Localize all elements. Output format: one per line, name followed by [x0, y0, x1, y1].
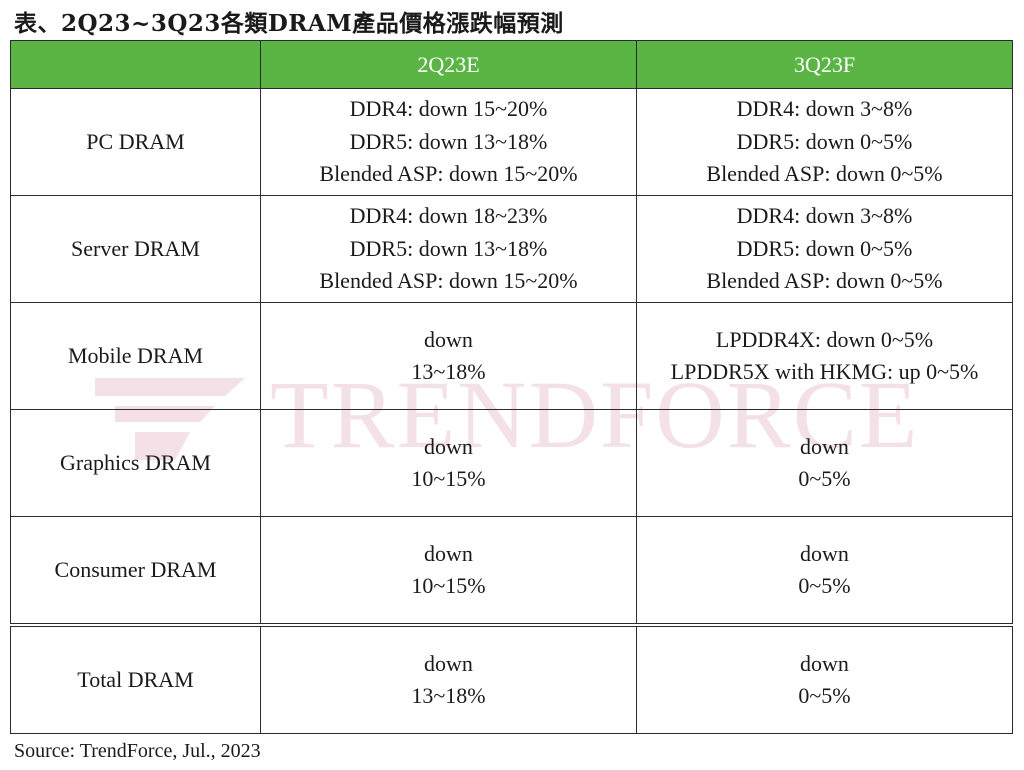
table-row-total-dram: Total DRAM down 13~18% down 0~5% — [10, 623, 1013, 734]
cell-line: Blended ASP: down 0~5% — [706, 268, 943, 294]
row-label: Server DRAM — [10, 195, 261, 303]
cell-line: 0~5% — [798, 683, 851, 708]
cell-line: DDR5: down 0~5% — [736, 235, 913, 261]
table-title: 表、2Q23~3Q23各類DRAM產品價格漲跌幅預測 — [14, 10, 564, 37]
cell-line: Blended ASP: down 15~20% — [319, 161, 578, 187]
cell-line: 13~18% — [411, 683, 486, 708]
cell-line: down — [424, 650, 473, 676]
cell-2q23e: DDR4: down 18~23% DDR5: down 13~18% Blen… — [260, 195, 637, 303]
row-label: Graphics DRAM — [10, 409, 261, 517]
header-2q23e: 2Q23E — [260, 40, 637, 89]
cell-2q23e: down 10~15% — [260, 409, 637, 517]
cell-3q23f: down 0~5% — [636, 516, 1013, 626]
source-note: Source: TrendForce, Jul., 2023 — [14, 740, 261, 762]
cell-line: down — [800, 650, 849, 676]
cell-3q23f: DDR4: down 3~8% DDR5: down 0~5% Blended … — [636, 88, 1013, 196]
cell-2q23e: DDR4: down 15~20% DDR5: down 13~18% Blen… — [260, 88, 637, 196]
cell-line: DDR5: down 13~18% — [349, 235, 548, 261]
cell-line: 13~18% — [411, 359, 486, 384]
table-row-consumer-dram: Consumer DRAM down 10~15% down 0~5% — [10, 516, 1013, 626]
cell-line: DDR4: down 3~8% — [736, 96, 913, 122]
cell-line: DDR4: down 3~8% — [736, 203, 913, 229]
cell-line: Blended ASP: down 15~20% — [319, 268, 578, 294]
row-label: Mobile DRAM — [10, 302, 261, 410]
cell-line: 10~15% — [411, 466, 486, 491]
header-3q23f: 3Q23F — [636, 40, 1013, 89]
cell-line: down — [800, 433, 849, 459]
row-label: Total DRAM — [10, 623, 261, 734]
cell-3q23f: LPDDR4X: down 0~5% LPDDR5X with HKMG: up… — [636, 302, 1013, 410]
cell-line: DDR4: down 15~20% — [349, 96, 548, 122]
cell-line: 0~5% — [798, 466, 851, 491]
cell-3q23f: down 0~5% — [636, 623, 1013, 734]
cell-line: Blended ASP: down 0~5% — [706, 161, 943, 187]
row-label: Consumer DRAM — [10, 516, 261, 626]
table-row-server-dram: Server DRAM DDR4: down 18~23% DDR5: down… — [10, 195, 1013, 303]
cell-2q23e: down 13~18% — [260, 623, 637, 734]
table-row-pc-dram: PC DRAM DDR4: down 15~20% DDR5: down 13~… — [10, 88, 1013, 196]
cell-line: 10~15% — [411, 573, 486, 598]
cell-line: down — [800, 540, 849, 566]
cell-line: down — [424, 433, 473, 459]
row-label: PC DRAM — [10, 88, 261, 196]
cell-2q23e: down 10~15% — [260, 516, 637, 626]
cell-line: DDR5: down 0~5% — [736, 128, 913, 154]
cell-line: 0~5% — [798, 573, 851, 598]
cell-line: down — [424, 326, 473, 352]
cell-line: LPDDR5X with HKMG: up 0~5% — [670, 359, 979, 384]
cell-line: LPDDR4X: down 0~5% — [715, 326, 934, 352]
cell-3q23f: DDR4: down 3~8% DDR5: down 0~5% Blended … — [636, 195, 1013, 303]
cell-line: down — [424, 540, 473, 566]
cell-3q23f: down 0~5% — [636, 409, 1013, 517]
cell-line: DDR4: down 18~23% — [349, 203, 548, 229]
price-forecast-table: 2Q23E 3Q23F PC DRAM DDR4: down 15~20% DD… — [10, 40, 1013, 734]
table-header-row: 2Q23E 3Q23F — [10, 40, 1013, 89]
header-corner-cell — [10, 40, 261, 89]
table-row-graphics-dram: Graphics DRAM down 10~15% down 0~5% — [10, 409, 1013, 517]
cell-line: DDR5: down 13~18% — [349, 128, 548, 154]
cell-2q23e: down 13~18% — [260, 302, 637, 410]
table-row-mobile-dram: Mobile DRAM down 13~18% LPDDR4X: down 0~… — [10, 302, 1013, 410]
